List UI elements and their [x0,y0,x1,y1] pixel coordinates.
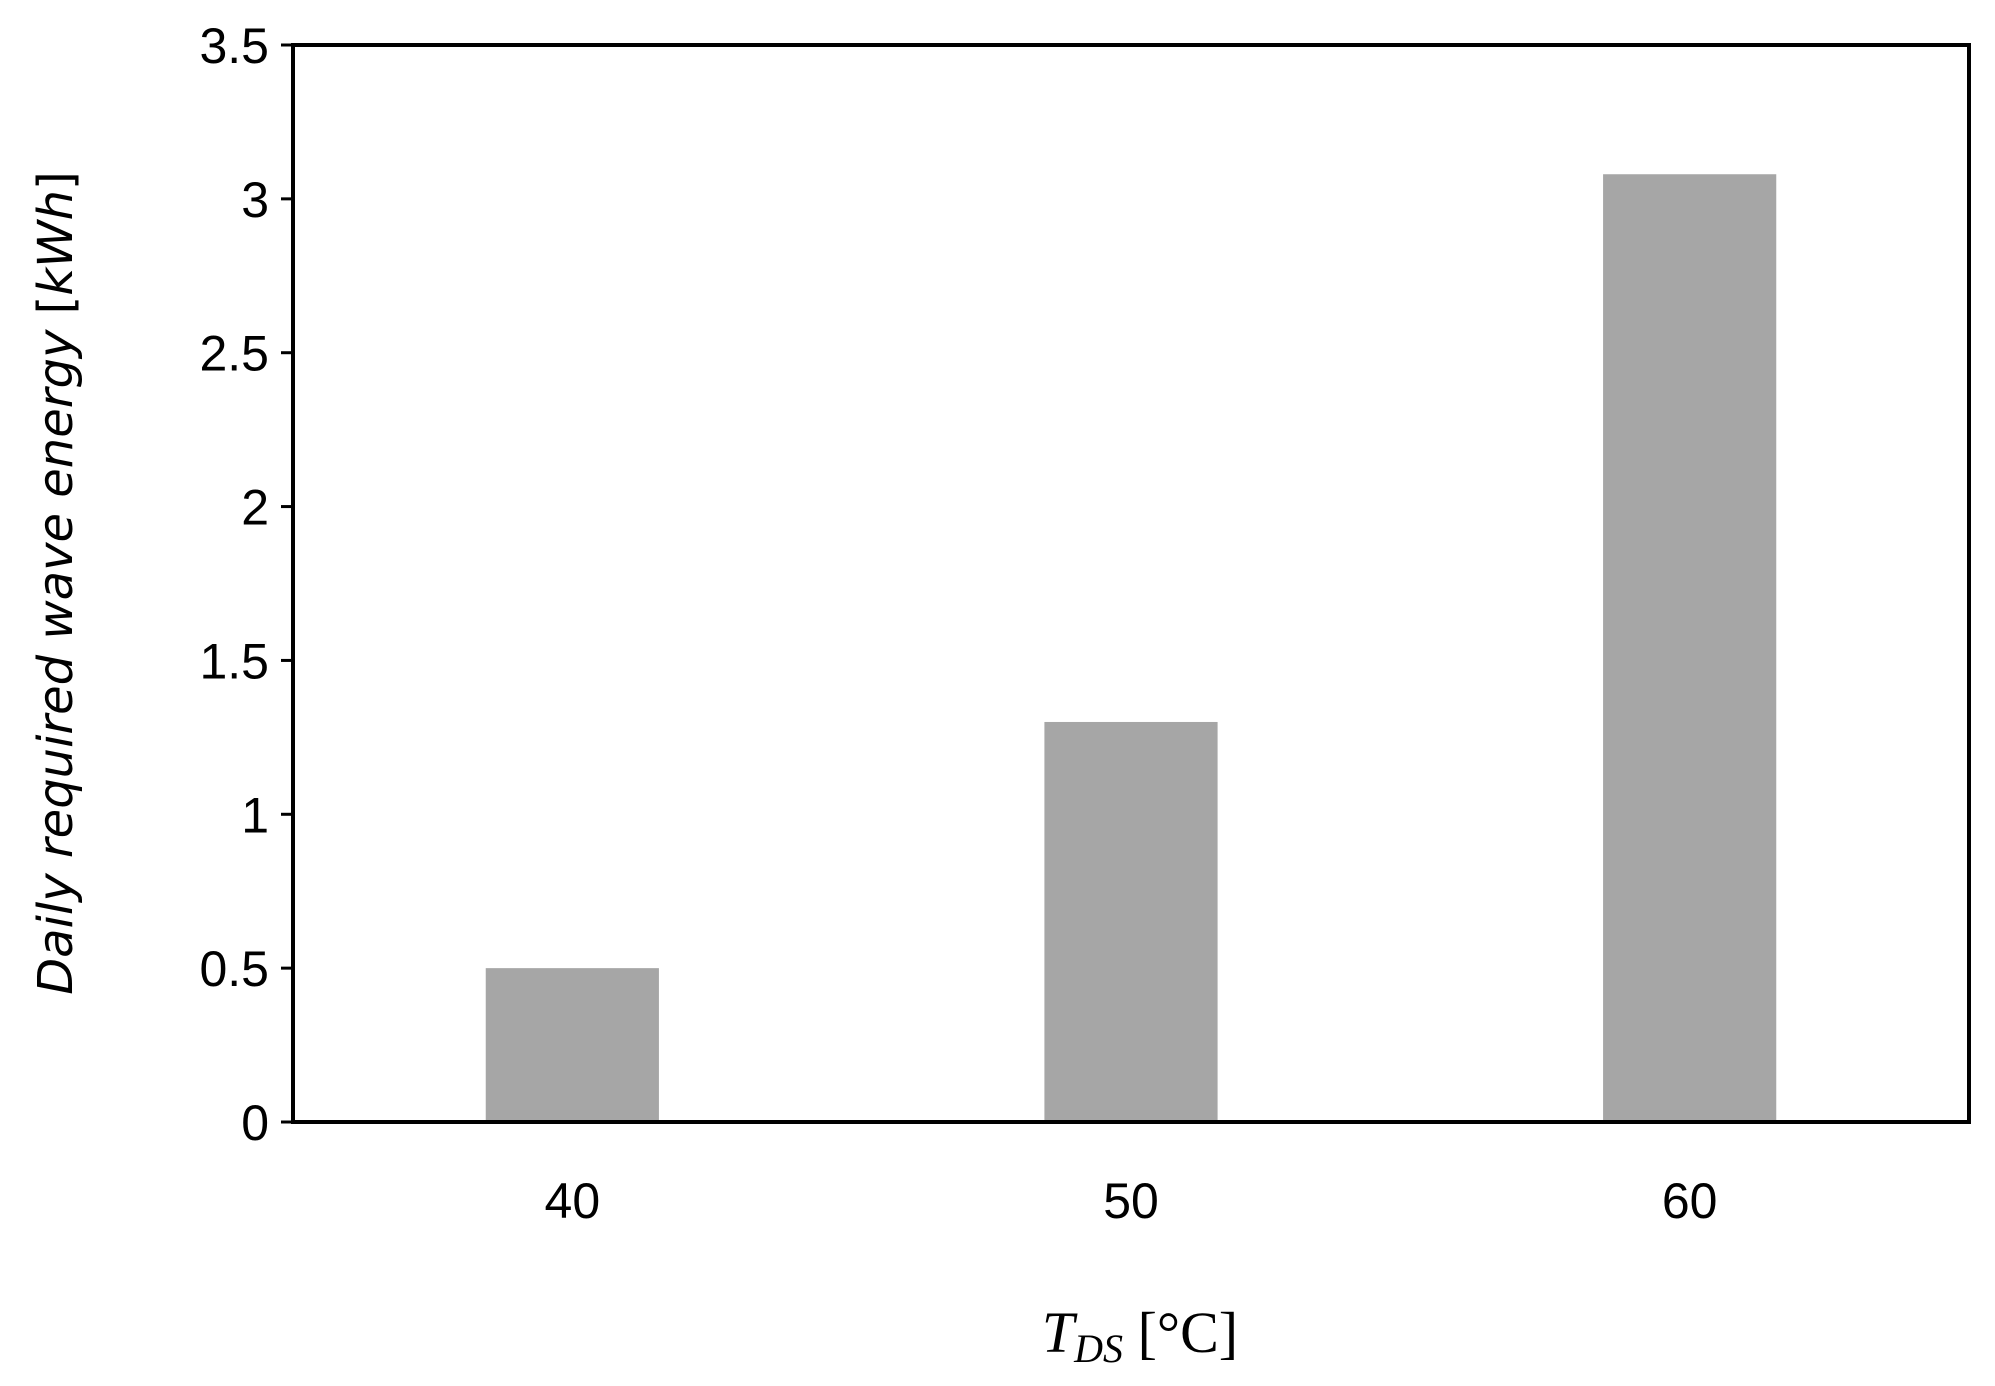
y-tick-label: 0.5 [199,941,269,997]
bar-60 [1603,174,1777,1123]
y-tick-label: 2.5 [199,326,269,382]
plot-frame [291,43,1971,1124]
y-tick-label: 3.5 [199,18,269,74]
y-tick-label: 1 [241,787,269,843]
x-axis-label: TDS [°C] [1042,1300,1238,1371]
x-tick-label: 60 [1662,1173,1718,1229]
y-tick-label: 3 [241,172,269,228]
x-tick-label: 50 [1103,1173,1159,1229]
y-axis-label: Daily required wave energy [kWh] [28,171,84,995]
bar-40 [485,968,659,1122]
bars-group [485,174,1777,1123]
y-tick-label: 2 [241,480,269,536]
x-axis-ticks: 40 50 60 [545,1173,1718,1229]
y-tick-label: 1.5 [199,633,269,689]
bar-50 [1044,721,1218,1122]
y-axis-ticks: 0 0.5 1 1.5 2 2.5 3 3.5 [199,18,293,1151]
y-tick-label: 0 [241,1095,269,1151]
x-tick-label: 40 [545,1173,601,1229]
